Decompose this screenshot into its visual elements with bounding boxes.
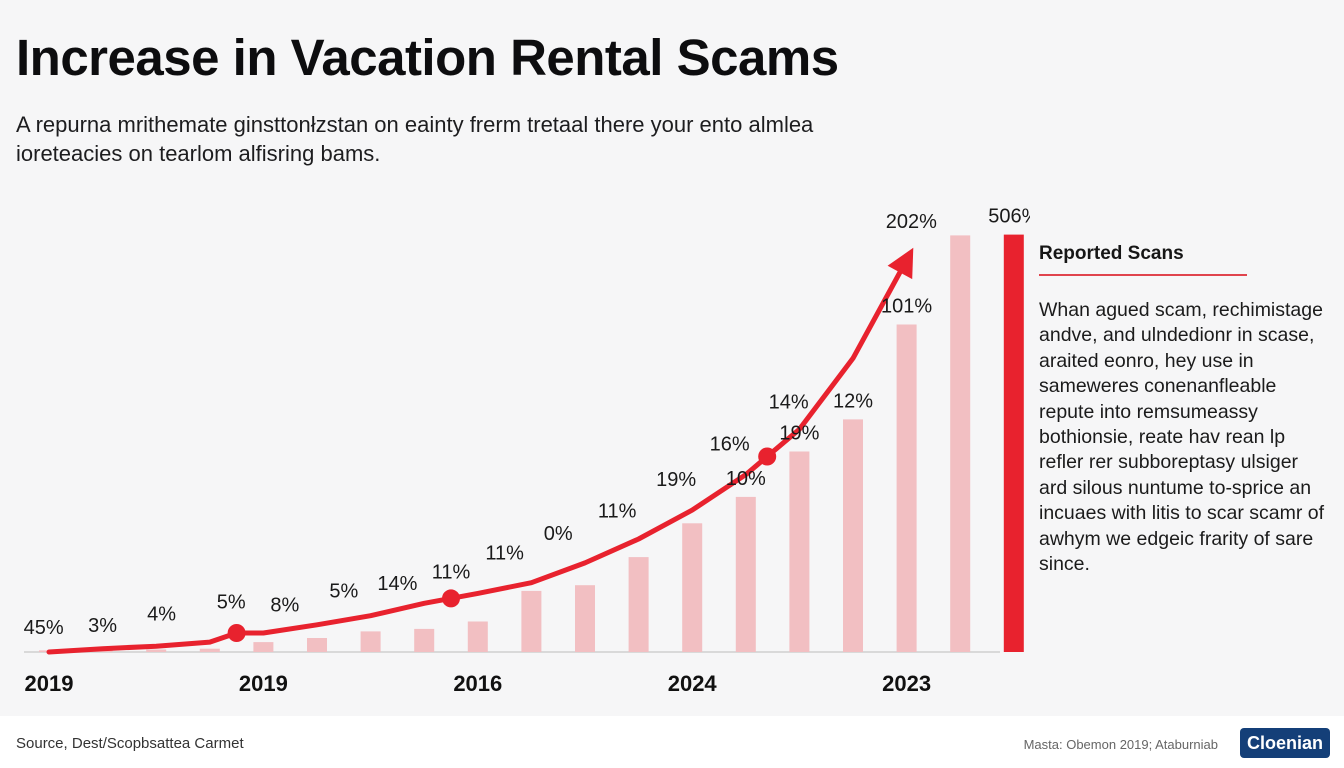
- trend-line-group: [46, 247, 914, 655]
- line-data-label: 14%: [377, 573, 417, 595]
- bar: [146, 649, 167, 652]
- chart-subtitle: A repurna mrithemate ginsttonłzstan on e…: [16, 112, 814, 166]
- bar-data-label: 506%: [988, 206, 1030, 228]
- line-data-label: 8%: [270, 595, 299, 617]
- line-data-label: 11%: [432, 562, 471, 584]
- trend-marker: [442, 589, 460, 608]
- bar-line-chart: 45% 3% 4% 5% 8% 5% 14% 11% 11% 0% 11% 19% 16% 14% 10% 1…: [24, 206, 1030, 696]
- bar-data-label: 12%: [833, 390, 873, 412]
- line-data-label: 45%: [24, 617, 64, 639]
- bar: [467, 621, 488, 652]
- side-panel: Reported Scans Whan agued scam, rechimis…: [1039, 243, 1329, 577]
- bars-group: [39, 234, 1024, 652]
- side-panel-title: Reported Scans: [1039, 243, 1247, 276]
- line-data-label: 5%: [329, 581, 358, 603]
- trend-arrowhead: [887, 247, 914, 280]
- bar: [253, 642, 274, 652]
- trend-marker: [227, 624, 246, 642]
- bar: [360, 631, 381, 652]
- bar: [199, 648, 220, 652]
- bar: [414, 628, 435, 652]
- bar: [575, 585, 595, 652]
- x-tick-label: 2024: [668, 671, 718, 696]
- trend-line: [46, 257, 910, 655]
- x-tick-label: 2019: [25, 671, 74, 696]
- credit-note: Masta: Obemon 2019; Ataburniab: [1023, 737, 1218, 752]
- line-data-label: 4%: [147, 604, 176, 626]
- arrow-data-label: 202%: [886, 211, 937, 233]
- line-data-label: 3%: [88, 615, 117, 637]
- bar: [307, 638, 327, 652]
- data-labels-group: 45% 3% 4% 5% 8% 5% 14% 11% 11% 0% 11% 19% 16% 14% 10% 1…: [24, 206, 1030, 639]
- x-tick-label: 2019: [239, 671, 288, 696]
- line-data-label: 16%: [710, 434, 750, 456]
- side-panel-body: Whan agued scam, rechimistage andve, and…: [1039, 299, 1325, 576]
- trend-marker: [758, 447, 777, 466]
- bar: [735, 496, 756, 652]
- line-data-label: 19%: [656, 469, 696, 491]
- bar: [843, 419, 863, 652]
- x-tick-labels-group: 2019 2019 2016 2024 2023: [25, 671, 932, 696]
- bar: [789, 451, 810, 652]
- brand-logo: Cloenian: [1239, 728, 1330, 758]
- bar: [521, 590, 542, 652]
- chart-title: Increase in Vacation Rental Scams: [16, 29, 839, 86]
- footer-bar: Source, Dest/Scopbsattea Carmet Masta: O…: [0, 716, 1344, 768]
- line-data-label: 14%: [769, 392, 809, 414]
- source-note: Source, Dest/Scopbsattea Carmet: [16, 735, 244, 752]
- bar-data-label: 101%: [881, 296, 932, 318]
- x-tick-label: 2023: [882, 671, 931, 696]
- line-data-label: 5%: [217, 591, 246, 613]
- x-tick-label: 2016: [453, 671, 502, 696]
- bar-data-label: 19%: [779, 423, 819, 445]
- bar-data-label: 10%: [726, 468, 766, 490]
- bar-highlight: [1003, 234, 1024, 652]
- line-data-label: 0%: [544, 523, 573, 545]
- bar: [682, 523, 703, 652]
- line-data-label: 11%: [485, 543, 524, 565]
- bar: [628, 557, 649, 652]
- line-data-label: 11%: [598, 501, 637, 523]
- bar: [950, 235, 971, 652]
- bar: [896, 324, 917, 652]
